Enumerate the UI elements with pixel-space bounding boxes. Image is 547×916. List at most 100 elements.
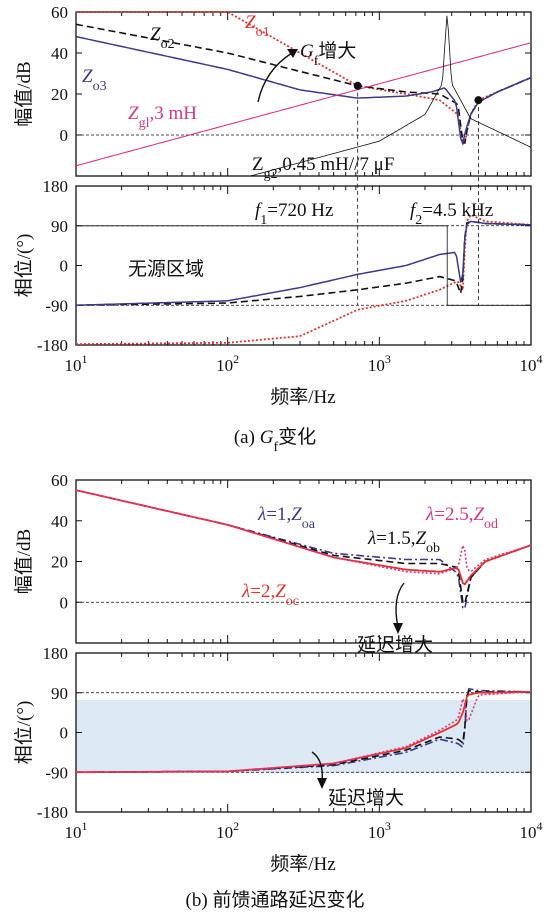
label-zoc-part: λ: [241, 581, 250, 602]
label-zoc-part: Z: [275, 581, 286, 602]
label-zo2-part: Z: [150, 24, 161, 45]
y-axis-label: 相位/(°): [13, 701, 35, 765]
crossing-point-dot: [474, 96, 483, 105]
y-tick-label: 90: [51, 217, 68, 236]
label-gf-increase: Gf增大: [300, 40, 356, 69]
label-zg2: Zg2,0.45 mH//7 μF: [252, 154, 394, 182]
y-axis-label: 幅值/dB: [13, 529, 35, 594]
y-tick-label: 0: [60, 126, 69, 145]
label-zg2-part: Z: [252, 154, 264, 175]
series-zg1-3-mh-0: [75, 42, 532, 167]
label-gf-increase-part: 增大: [318, 40, 356, 62]
delay-increase-arrow-phase-head: [317, 778, 327, 789]
x-tick-exp: 3: [385, 819, 391, 833]
label-zoa-part: oa: [302, 517, 316, 532]
y-tick-label: 40: [51, 44, 68, 63]
label-zo2-part: o2: [161, 37, 175, 52]
y-tick-label: 60: [51, 471, 68, 490]
label-zoc-part: oc: [286, 594, 299, 609]
label-zo3-part: o3: [93, 79, 107, 94]
label-f2-part: f: [410, 200, 418, 221]
x-tick-exp: 1: [82, 352, 88, 366]
delay-increase-arrow-mag: [395, 582, 405, 628]
axes-frames: [75, 11, 532, 813]
y-tick-label: 20: [51, 85, 68, 104]
series-zg2-0-45-mh-7-f-0: [227, 15, 532, 177]
caption-b: (b) 前馈通路延迟变化: [186, 889, 365, 911]
chart-text: 6040200幅值/dB180900-90-180相位/(°)6040200幅值…: [13, 3, 543, 911]
y-tick-label: 180: [43, 644, 69, 663]
y-tick-label: 40: [51, 512, 68, 531]
y-tick-label: -180: [37, 803, 68, 822]
series-zo1-0: [76, 11, 532, 145]
y-tick-label: -90: [45, 296, 68, 315]
series--1-zoa-2: [75, 489, 532, 610]
caption-b-part: (b): [186, 890, 213, 911]
x-tick-base: 10: [65, 356, 82, 375]
y-tick-label: 0: [60, 593, 69, 612]
x-axis-label: 频率/Hz: [270, 386, 335, 408]
label-zg2-part: ,0.45 mH//7 μF: [278, 154, 395, 175]
crossing-point-dot: [353, 81, 362, 90]
label-zod-part: od: [484, 517, 498, 532]
y-axis-label: 相位/(°): [13, 234, 35, 298]
y-axis-label-part: 幅值/dB: [13, 529, 35, 594]
label-f1-part: f: [255, 200, 263, 221]
x-tick-label: 104: [520, 352, 543, 375]
label-zo1-part: o1: [256, 25, 270, 40]
gf-increase-arrow: [257, 52, 293, 103]
label-zod: λ=2.5,Zod: [425, 504, 498, 532]
label-zoa-part: Z: [291, 504, 302, 525]
label-zg1-part: gl: [139, 116, 150, 131]
series-zg2-0-45-mh-7-f-1: [76, 225, 531, 306]
y-tick-label: 60: [51, 3, 68, 22]
y-tick-label: -180: [37, 336, 68, 355]
y-axis-label-part: 相位/(°): [13, 234, 35, 298]
label-f1-part: =720 Hz: [267, 200, 333, 221]
label-zg1-part: Z: [128, 103, 139, 124]
x-tick-exp: 4: [537, 352, 543, 366]
x-tick-exp: 3: [385, 352, 391, 366]
caption-a: (a) Gf变化: [234, 426, 316, 455]
label-f1-part: 1: [260, 213, 267, 228]
x-tick-base: 10: [368, 823, 385, 842]
x-tick-exp: 2: [233, 819, 239, 833]
series--2-5-zod-2: [75, 489, 532, 575]
series--2-zoc-3: [75, 691, 531, 774]
x-axis-label-part: 频率/Hz: [270, 853, 335, 875]
label-zob-part: ob: [426, 541, 440, 556]
x-axis-label: 频率/Hz: [270, 853, 335, 875]
x-tick-label: 101: [65, 352, 88, 375]
y-tick-label: 0: [60, 257, 69, 276]
label-zo1-part: Z: [245, 12, 256, 33]
label-zob-part: =1.5,: [376, 528, 415, 549]
x-tick-label: 103: [368, 819, 391, 842]
x-tick-label: 104: [520, 819, 543, 842]
label-gf-increase-part: G: [300, 41, 314, 62]
label-zoc-part: =2,: [250, 581, 275, 602]
label-zo1: Zo1: [245, 12, 270, 40]
label-zod-part: Z: [473, 504, 484, 525]
x-tick-label: 101: [65, 819, 88, 842]
y-tick-label: 0: [60, 724, 69, 743]
label-zoa-part: =1,: [266, 504, 291, 525]
label-f2-part: 2: [415, 213, 422, 228]
y-axis-label-part: 相位/(°): [13, 701, 35, 765]
label-passive-region: 无源区域: [128, 258, 204, 280]
x-tick-exp: 4: [537, 819, 543, 833]
series-zo1-1: [76, 213, 532, 345]
caption-b-part: 前馈通路延迟变化: [212, 889, 364, 911]
label-zo3: Zo3: [82, 66, 107, 94]
x-tick-label: 102: [216, 819, 239, 842]
y-tick-label: 20: [51, 553, 68, 572]
caption-a-part: G: [260, 427, 274, 448]
caption-a-part: f: [273, 440, 278, 455]
x-tick-label: 103: [368, 352, 391, 375]
gf-increase-arrow-head: [287, 49, 298, 58]
label-zod-part: =2.5,: [434, 504, 473, 525]
label-delay-increase-phase-part: 延迟增大: [328, 787, 404, 809]
label-zob-part: Z: [415, 528, 426, 549]
series-zo3-1: [75, 220, 532, 307]
label-zoc: λ=2,Zoc: [241, 581, 299, 609]
